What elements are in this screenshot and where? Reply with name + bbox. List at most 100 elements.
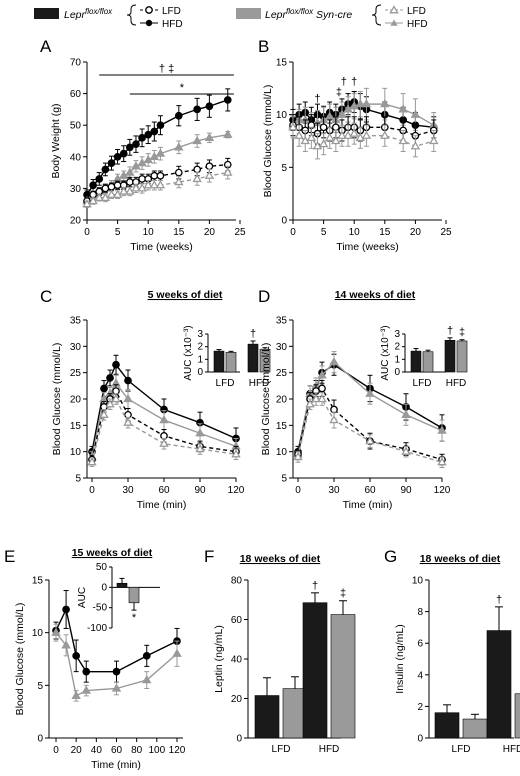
data-point	[138, 133, 146, 142]
panel-g: G 18 weeks of diet 0 2 4 6 8 10 Insulin (ng/mL) L…	[384, 547, 520, 755]
x-tick-label: 5	[321, 227, 327, 238]
data-point	[223, 129, 233, 138]
legend-label-group1: Leprflox/flox	[64, 7, 113, 21]
series-group1-all	[52, 590, 181, 683]
inset-auc: -100 -50 0 50 AUC *	[77, 562, 160, 634]
x-tick-label: 120	[434, 485, 451, 496]
panel-title: 15 weeks of diet	[72, 547, 153, 559]
x-tick-label: 0	[89, 485, 95, 496]
data-point	[144, 130, 153, 139]
x-tick-label: 5	[115, 227, 121, 238]
series-line	[297, 398, 443, 463]
x-tick-label: 0	[53, 745, 59, 756]
series-group2-lfd	[87, 393, 241, 467]
y-tick-label: 0	[417, 734, 423, 745]
y-tick-label: 20	[70, 395, 82, 406]
significance-mark: †	[341, 76, 347, 88]
data-point	[125, 178, 134, 186]
legend-marker-group1-lfd	[145, 6, 153, 14]
series-group2-lfd	[288, 116, 439, 160]
y-tick-label: 15	[276, 58, 288, 69]
category-label: HFD	[446, 378, 467, 389]
series-group2-all	[51, 623, 182, 702]
data-point	[195, 443, 205, 453]
category-label: HFD	[503, 744, 520, 755]
y-axis-label: Body Weight (g)	[50, 103, 62, 178]
data-point	[306, 132, 317, 141]
data-point	[205, 162, 214, 171]
data-point	[305, 399, 315, 408]
y-tick-label: 5	[75, 474, 81, 485]
x-tick-label: 10	[349, 227, 361, 238]
data-point	[143, 180, 153, 189]
y-tick-label: 10	[276, 110, 288, 121]
significance-mark: †	[496, 594, 502, 606]
data-point	[113, 152, 122, 161]
y-tick-label: 60	[70, 89, 82, 100]
series-group2-lfd	[293, 392, 447, 468]
x-axis-label: Time (min)	[137, 499, 187, 511]
data-point	[318, 139, 329, 148]
data-point	[380, 130, 390, 139]
panel-label: E	[4, 547, 15, 566]
x-tick-label: 25	[234, 227, 246, 238]
x-tick-label: 90	[194, 485, 206, 496]
significance-mark: *	[180, 82, 185, 94]
legend-diet-lfd: LFD	[407, 6, 426, 17]
x-axis-label: Time (weeks)	[130, 241, 193, 253]
data-point	[401, 446, 411, 455]
series-line	[86, 164, 228, 202]
series-line	[292, 124, 434, 137]
panel-f: F 18 weeks of diet 0 20 40 60 80 Leptin (ng/mL)…	[204, 547, 356, 755]
data-point	[329, 414, 339, 424]
y-tick-label: 25	[70, 368, 82, 379]
x-axis-label: Time (min)	[343, 499, 393, 511]
data-point	[317, 370, 327, 379]
x-tick-label: 100	[148, 745, 165, 756]
y-tick-label: 20	[70, 216, 82, 227]
inset-y-tick-label: 50	[96, 562, 108, 573]
data-point	[150, 127, 159, 136]
data-point	[107, 159, 116, 167]
data-point	[337, 130, 347, 139]
data-point	[125, 143, 134, 152]
x-tick-label: 0	[295, 485, 301, 496]
data-point	[123, 417, 133, 426]
y-axis-label: Blood Glucose (mmol/L)	[262, 85, 274, 198]
x-tick-label: 60	[364, 485, 376, 496]
data-point	[317, 393, 327, 403]
bar-group2-hfd	[330, 614, 356, 739]
inset-y-tick-label: 0	[394, 367, 400, 378]
y-tick-label: 50	[70, 121, 82, 132]
bar-group2-lfd	[225, 352, 237, 373]
inset-y-tick-label: 1	[197, 354, 203, 365]
y-tick-label: 20	[276, 395, 288, 406]
y-tick-label: 15	[32, 576, 44, 587]
data-point	[62, 605, 70, 614]
legend-marker-group2-hfd	[390, 19, 398, 26]
data-point	[192, 135, 202, 145]
x-tick-label: 120	[228, 485, 245, 496]
legend-swatch-group1	[34, 8, 59, 19]
data-point	[125, 167, 135, 176]
significance-mark: ‡	[340, 588, 346, 600]
data-point	[223, 167, 233, 176]
panel-label: G	[384, 547, 397, 566]
legend-diet-hfd: HFD	[407, 19, 428, 30]
data-point	[99, 409, 109, 418]
data-point	[106, 374, 114, 382]
x-tick-label: 15	[379, 227, 391, 238]
bar-group2-hfd	[514, 693, 520, 739]
y-tick-label: 6	[417, 639, 423, 650]
significance-mark: †	[312, 580, 318, 592]
y-tick-label: 15	[276, 421, 288, 432]
inset-y-tick-label: 3	[394, 329, 400, 340]
bar-group1-lfd	[434, 712, 460, 739]
data-point	[94, 192, 104, 202]
x-tick-label: 120	[169, 745, 186, 756]
data-point	[195, 428, 205, 437]
